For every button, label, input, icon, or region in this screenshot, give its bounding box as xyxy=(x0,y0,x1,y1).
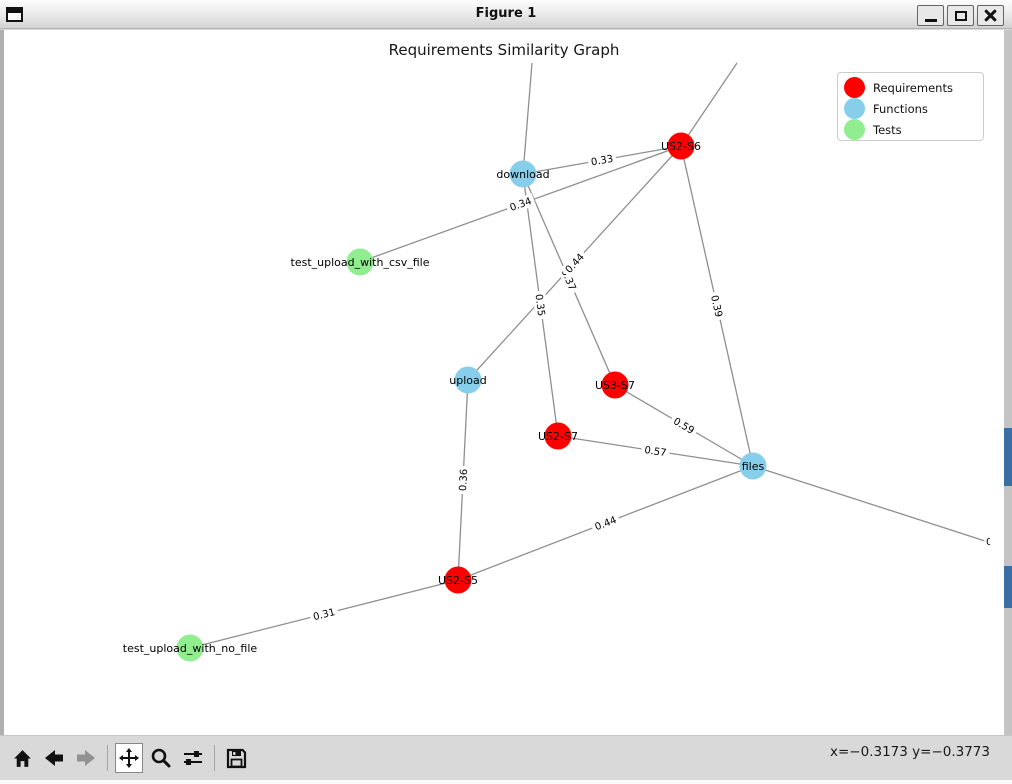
edge-weight-label: 0.39 xyxy=(707,290,727,322)
navigation-toolbar: x=−0.3173 y=−0.3773 xyxy=(0,735,1012,780)
graph-node xyxy=(739,452,767,480)
svg-text:0.44: 0.44 xyxy=(594,515,619,533)
node-label: US2-S6 xyxy=(661,140,701,153)
legend-item: Tests xyxy=(844,119,975,140)
chart-title: Requirements Similarity Graph xyxy=(388,41,620,59)
svg-text:0.35: 0.35 xyxy=(532,293,546,317)
graph-edge-clipped xyxy=(680,62,738,147)
svg-text:0.57: 0.57 xyxy=(643,445,667,459)
configure-subplots-button[interactable] xyxy=(179,743,207,773)
save-button[interactable] xyxy=(222,743,250,773)
graph-edge-clipped xyxy=(752,465,986,542)
graph-node xyxy=(444,566,472,594)
figure-canvas[interactable] xyxy=(4,30,1004,735)
edge-weight-label: 0.34 xyxy=(505,193,536,215)
cursor-position-status: x=−0.3173 y=−0.3773 xyxy=(830,744,990,760)
graph-node xyxy=(601,371,629,399)
pan-button[interactable] xyxy=(115,743,143,773)
minimize-button[interactable] xyxy=(917,5,944,26)
edge-weight-label: 0.57 xyxy=(640,442,671,460)
graph-node xyxy=(544,422,572,450)
graph-edge-clipped xyxy=(522,62,533,175)
edge-weight-label: 0.44 xyxy=(590,511,621,535)
save-icon xyxy=(226,748,246,768)
node-label: US2-S7 xyxy=(538,430,578,443)
background-fragment xyxy=(1004,428,1012,486)
window-border-bottom xyxy=(0,780,1012,784)
forward-arrow-icon xyxy=(77,750,95,766)
edge-weight-label: 0.31 xyxy=(308,604,340,624)
edge-weight-label: 0.35 xyxy=(532,290,549,320)
svg-text:0.36: 0.36 xyxy=(458,469,470,492)
sliders-icon xyxy=(184,751,202,765)
back-button[interactable] xyxy=(40,743,68,773)
maximize-button[interactable] xyxy=(947,5,974,26)
graph-node xyxy=(454,366,482,394)
close-button[interactable] xyxy=(977,5,1004,26)
graph-node xyxy=(509,160,537,188)
magnifier-icon xyxy=(151,748,171,768)
window-controls xyxy=(917,5,1004,26)
toolbar-separator xyxy=(214,745,215,771)
legend: Requirements Functions Tests xyxy=(837,72,984,141)
node-label: download xyxy=(496,168,549,181)
clipped-edge-label-fragment: 0 xyxy=(986,537,992,548)
graph-node xyxy=(346,248,374,276)
legend-item: Requirements xyxy=(844,77,975,98)
legend-marker-icon xyxy=(844,77,865,98)
zoom-button[interactable] xyxy=(147,743,175,773)
forward-button[interactable] xyxy=(72,743,100,773)
maximize-icon xyxy=(954,10,967,21)
legend-label: Requirements xyxy=(873,80,953,95)
background-fragment xyxy=(1004,566,1012,608)
svg-text:0.31: 0.31 xyxy=(312,607,336,623)
desktop-background-strip xyxy=(1004,30,1012,784)
legend-marker-icon xyxy=(844,98,865,119)
graph-node xyxy=(176,634,204,662)
window-border-left xyxy=(0,30,4,735)
edge-weight-label: 0.33 xyxy=(586,151,618,169)
window-menu-icon[interactable] xyxy=(6,7,23,22)
legend-label: Tests xyxy=(873,122,902,137)
node-label: upload xyxy=(449,374,486,387)
svg-text:0.39: 0.39 xyxy=(708,294,724,318)
home-icon xyxy=(13,749,31,767)
node-label: files xyxy=(742,460,765,473)
node-label: test_upload_with_no_file xyxy=(123,642,258,655)
svg-text:0.34: 0.34 xyxy=(509,196,534,214)
legend-marker-icon xyxy=(844,119,865,140)
minimize-icon xyxy=(924,19,937,22)
pan-icon xyxy=(119,748,139,768)
edge-weight-label: 0.36 xyxy=(455,465,471,495)
legend-item: Functions xyxy=(844,98,975,119)
node-label: US3-S7 xyxy=(595,379,635,392)
window-title: Figure 1 xyxy=(475,6,537,21)
titlebar[interactable]: Figure 1 xyxy=(0,0,1012,29)
toolbar-separator xyxy=(107,745,108,771)
legend-label: Functions xyxy=(873,101,928,116)
edge-label-clip-bg xyxy=(984,534,991,549)
svg-text:0.33: 0.33 xyxy=(590,154,614,169)
node-label: US2-S5 xyxy=(438,574,478,587)
graph-node xyxy=(667,132,695,160)
home-button[interactable] xyxy=(8,743,36,773)
back-arrow-icon xyxy=(45,750,63,766)
edge-weight-label: 0.59 xyxy=(668,412,700,439)
node-label: test_upload_with_csv_file xyxy=(291,256,430,269)
